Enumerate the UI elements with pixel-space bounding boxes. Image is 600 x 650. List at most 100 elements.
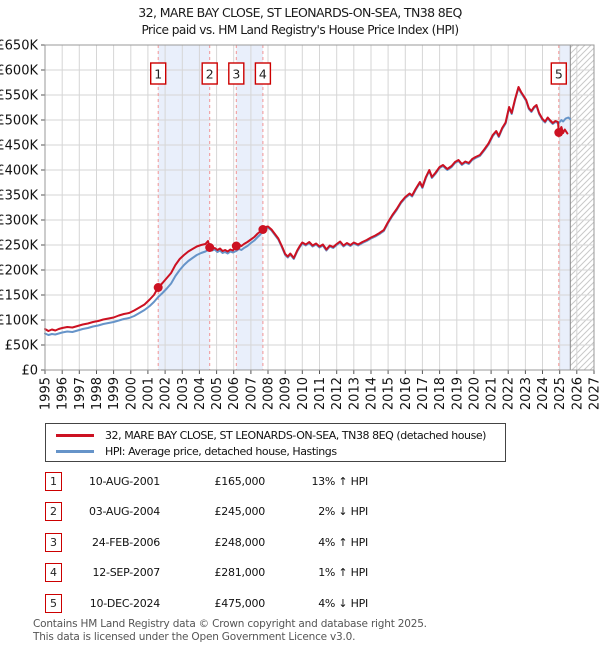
svg-text:2025: 2025 — [553, 377, 568, 410]
event-number-badge: 1 — [45, 471, 62, 491]
sale-hpi-delta: 4% ↑ HPI — [318, 535, 368, 549]
svg-text:£200K: £200K — [0, 264, 38, 279]
svg-text:2017: 2017 — [416, 377, 431, 410]
svg-text:3: 3 — [232, 67, 240, 82]
page-title: 32, MARE BAY CLOSE, ST LEONARDS-ON-SEA, … — [138, 5, 462, 20]
sale-hpi-delta: 4% ↓ HPI — [318, 596, 368, 610]
svg-text:£550K: £550K — [0, 89, 38, 104]
page-subtitle: Price paid vs. HM Land Registry's House … — [141, 23, 459, 37]
sale-hpi-delta: 13% ↑ HPI — [311, 474, 368, 488]
svg-text:1997: 1997 — [73, 377, 88, 410]
sale-date: 24-FEB-2006 — [91, 535, 160, 549]
event-number-badge: 4 — [45, 563, 62, 582]
svg-text:1998: 1998 — [90, 377, 105, 410]
footer-line1: Contains HM Land Registry data © Crown c… — [33, 618, 427, 630]
legend-item-hpi: HPI: Average price, detached house, Hast… — [52, 443, 505, 459]
svg-text:£600K: £600K — [0, 64, 38, 79]
svg-text:2007: 2007 — [244, 377, 259, 410]
sale-amount: £165,000 — [214, 474, 266, 488]
table-row: 1 10-AUG-2001 £165,000 13% ↑ HPI — [45, 470, 375, 492]
sale-amount: £245,000 — [214, 505, 266, 518]
x-axis-labels: 1995 1996 1997 1998 1999 2000 2001 2002 2003 2004… — [39, 377, 600, 410]
grid — [44, 44, 595, 371]
svg-text:2023: 2023 — [519, 377, 534, 410]
svg-text:2006: 2006 — [227, 377, 242, 410]
legend-label-property: 32, MARE BAY CLOSE, ST LEONARDS-ON-SEA, … — [105, 428, 487, 442]
svg-text:2022: 2022 — [502, 377, 517, 410]
footer-line2: This data is licensed under the Open Gov… — [33, 630, 356, 643]
future-hatch-region — [570, 45, 594, 370]
svg-text:2011: 2011 — [313, 377, 328, 410]
svg-text:£350K: £350K — [0, 189, 38, 204]
svg-text:2021: 2021 — [485, 377, 500, 410]
svg-text:5: 5 — [555, 67, 563, 82]
svg-text:2013: 2013 — [347, 377, 362, 410]
event-number-badge: 3 — [45, 532, 62, 552]
sale-amount: £475,000 — [214, 596, 266, 610]
event-number-badge: 2 — [45, 502, 62, 521]
sale-hpi-delta: 1% ↑ HPI — [318, 566, 368, 579]
svg-text:2020: 2020 — [467, 377, 482, 410]
chart-legend: 32, MARE BAY CLOSE, ST LEONARDS-ON-SEA, … — [45, 423, 506, 462]
legend-label-hpi: HPI: Average price, detached house, Hast… — [105, 444, 337, 458]
svg-text:£450K: £450K — [0, 139, 38, 154]
hpi-line-sample — [56, 449, 94, 453]
plot-border — [44, 44, 595, 371]
svg-text:£0: £0 — [21, 364, 38, 379]
sales-table: 1 10-AUG-2001 £165,000 13% ↑ HPI 2 03-AU… — [45, 470, 375, 623]
svg-text:£50K: £50K — [5, 339, 39, 354]
sale-amount: £248,000 — [214, 535, 266, 549]
y-axis-labels: £0 £50K £100K £150K £200K £250K £300K £350K £400… — [0, 39, 38, 379]
svg-text:2: 2 — [206, 67, 214, 82]
svg-text:1: 1 — [154, 67, 162, 82]
sale-hpi-delta: 2% ↓ HPI — [318, 505, 368, 518]
svg-text:2026: 2026 — [570, 377, 585, 410]
svg-text:2024: 2024 — [536, 377, 551, 410]
license-footer: Contains HM Land Registry data © Crown c… — [33, 618, 593, 643]
property-line-sample — [56, 433, 94, 437]
price-chart-svg: £0 £50K £100K £150K £200K £250K £300K £350K £400… — [0, 39, 600, 411]
sale-date: 10-DEC-2024 — [89, 596, 161, 610]
svg-text:2008: 2008 — [262, 377, 277, 410]
svg-text:£150K: £150K — [0, 289, 38, 304]
svg-text:£500K: £500K — [0, 114, 38, 129]
svg-text:2009: 2009 — [279, 377, 294, 410]
svg-text:2018: 2018 — [433, 377, 448, 410]
table-row: 3 24-FEB-2006 £248,000 4% ↑ HPI — [45, 531, 375, 553]
svg-text:£250K: £250K — [0, 239, 38, 254]
table-row: 5 10-DEC-2024 £475,000 4% ↓ HPI — [45, 592, 375, 614]
svg-text:2002: 2002 — [159, 377, 174, 410]
ownership-bands — [158, 45, 571, 370]
svg-text:2003: 2003 — [176, 377, 191, 410]
svg-text:2010: 2010 — [296, 377, 311, 410]
svg-text:2019: 2019 — [450, 377, 465, 410]
legend-item-property: 32, MARE BAY CLOSE, ST LEONARDS-ON-SEA, … — [52, 427, 505, 443]
svg-text:£400K: £400K — [0, 164, 38, 179]
svg-text:2016: 2016 — [399, 377, 414, 410]
svg-text:2005: 2005 — [210, 377, 225, 410]
svg-text:2012: 2012 — [330, 377, 345, 410]
table-row: 4 12-SEP-2007 £281,000 1% ↑ HPI — [45, 562, 375, 584]
table-row: 2 03-AUG-2004 £245,000 2% ↓ HPI — [45, 501, 375, 523]
sale-date: 12-SEP-2007 — [92, 566, 160, 579]
svg-text:1999: 1999 — [107, 377, 122, 410]
svg-text:£300K: £300K — [0, 214, 38, 229]
event-number-badge: 5 — [45, 593, 62, 613]
sale-amount: £281,000 — [214, 566, 266, 579]
svg-text:2015: 2015 — [382, 377, 397, 410]
svg-text:4: 4 — [259, 67, 267, 82]
svg-text:2027: 2027 — [588, 377, 600, 410]
price-chart: £0 £50K £100K £150K £200K £250K £300K £350K £400… — [0, 39, 600, 411]
axis-ticks — [41, 44, 595, 374]
event-marker-boxes: 1 2 3 4 5 — [149, 62, 567, 85]
svg-text:£100K: £100K — [0, 314, 38, 329]
svg-text:1996: 1996 — [56, 377, 71, 410]
svg-text:1995: 1995 — [39, 377, 54, 410]
svg-text:2001: 2001 — [141, 377, 156, 410]
svg-text:2000: 2000 — [124, 377, 139, 410]
sale-date: 03-AUG-2004 — [88, 505, 160, 518]
sale-point-dots — [153, 128, 564, 292]
event-dashed-lines — [157, 45, 560, 370]
sale-date: 10-AUG-2001 — [88, 474, 160, 488]
